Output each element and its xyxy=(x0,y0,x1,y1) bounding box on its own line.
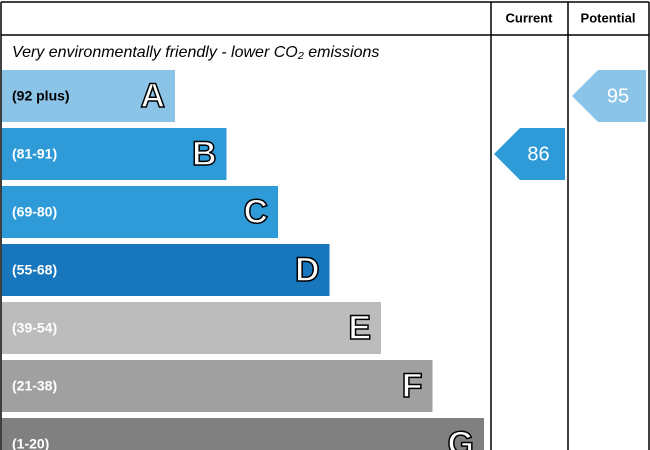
band-range: (39-54) xyxy=(12,320,57,336)
band-bar xyxy=(2,418,484,450)
band-range: (92 plus) xyxy=(12,88,70,104)
band-letter: F xyxy=(402,367,423,405)
column-header: Potential xyxy=(581,10,636,25)
band-letter: A xyxy=(140,77,165,115)
band-range: (1-20) xyxy=(12,436,49,450)
rating-value: 86 xyxy=(527,143,549,165)
chart-title: Very environmentally friendly - lower CO… xyxy=(12,44,379,61)
rating-arrow xyxy=(572,70,646,122)
band-range: (81-91) xyxy=(12,146,57,162)
band-letter: E xyxy=(348,309,371,347)
band-bar xyxy=(2,360,433,412)
band-range: (69-80) xyxy=(12,204,57,220)
band-bar xyxy=(2,128,227,180)
band-bar xyxy=(2,302,381,354)
band-letter: G xyxy=(448,425,474,450)
band-range: (21-38) xyxy=(12,378,57,394)
band-bar xyxy=(2,186,278,238)
band-bar xyxy=(2,70,175,122)
band-letter: D xyxy=(295,251,320,289)
band-letter: B xyxy=(192,135,217,173)
band-range: (55-68) xyxy=(12,262,57,278)
rating-arrow xyxy=(494,128,565,180)
column-header: Current xyxy=(506,10,554,25)
band-bar xyxy=(2,244,330,296)
band-letter: C xyxy=(243,193,268,231)
rating-value: 95 xyxy=(607,85,629,107)
